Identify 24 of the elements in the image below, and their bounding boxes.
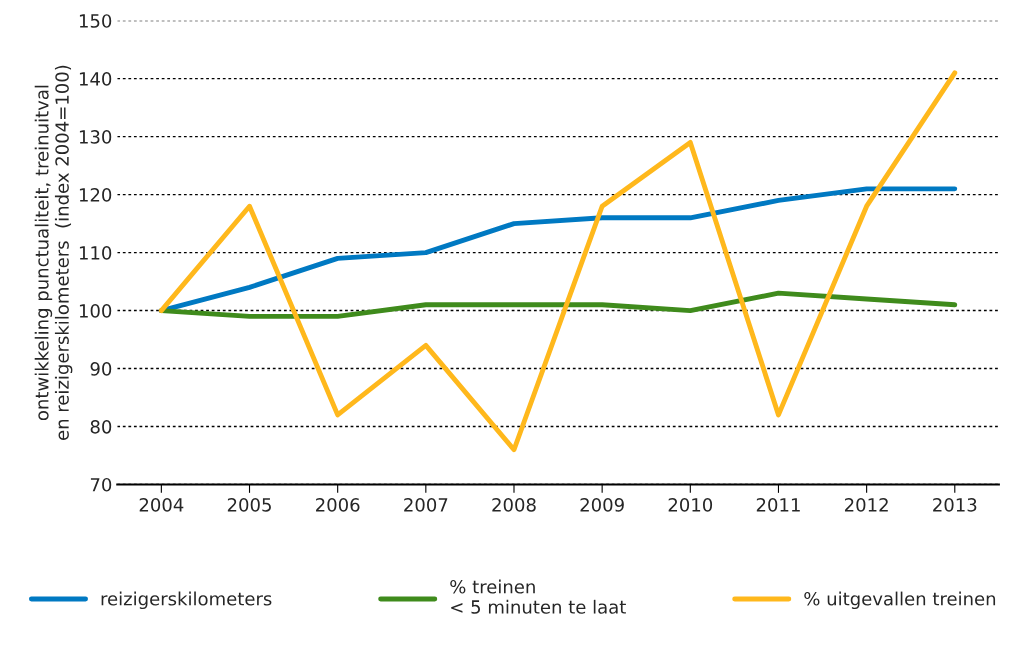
legend-label: % treinen < 5 minuten te laat	[450, 579, 626, 614]
x-tick-label: 2008	[492, 498, 536, 512]
y-axis-title: ontwikkeling punctualiteit, treinuitval en reizigerskilometers (index 2004=100)	[34, 65, 73, 440]
y-tick-label: 70	[90, 477, 112, 492]
x-tick-label: 2013	[933, 498, 977, 512]
y-tick-label: 80	[90, 419, 112, 434]
y-tick-label: 110	[79, 246, 112, 260]
y-tick-label: 120	[79, 188, 112, 202]
y-tick-label: 90	[90, 362, 112, 376]
x-tick-label: 2004	[139, 498, 184, 512]
x-tick-label: 2005	[227, 498, 271, 512]
y-tick-label: 150	[79, 14, 112, 28]
x-tick-label: 2011	[756, 498, 800, 512]
y-tick-label: 130	[79, 130, 112, 144]
x-tick-label: 2006	[316, 498, 360, 512]
legend-label: reizigerskilometers	[101, 591, 272, 610]
y-tick-label: 100	[79, 304, 112, 318]
x-tick-label: 2007	[404, 498, 448, 512]
line-series	[158, 70, 958, 453]
legend-label: % uitgevallen treinen	[804, 591, 996, 610]
x-tick-label: 2010	[668, 498, 713, 512]
x-tick-label: 2009	[580, 498, 624, 512]
x-tick-label: 2012	[844, 498, 888, 512]
y-tick-label: 140	[79, 72, 112, 86]
